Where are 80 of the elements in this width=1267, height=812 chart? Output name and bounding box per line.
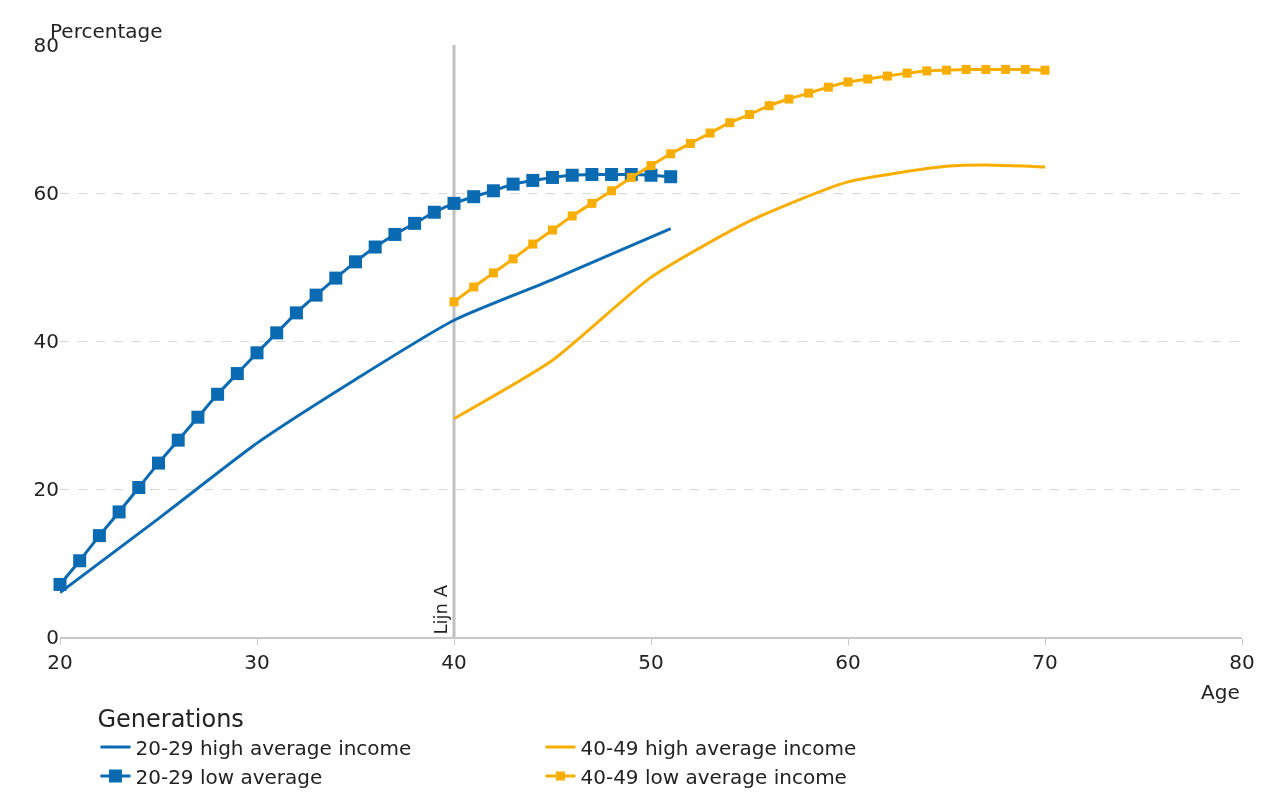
point — [784, 94, 794, 104]
point — [427, 205, 441, 219]
point — [486, 184, 500, 198]
y-tick-label: 0 — [46, 625, 59, 649]
point — [289, 306, 303, 320]
point — [1020, 64, 1030, 74]
point — [270, 326, 284, 340]
x-tick-label: 80 — [1229, 650, 1255, 674]
ref-line-label: Lijn A — [429, 584, 451, 635]
point — [725, 118, 735, 128]
point — [329, 271, 343, 285]
point — [666, 149, 676, 159]
point — [349, 255, 362, 269]
point — [922, 66, 932, 76]
point — [942, 65, 951, 75]
point — [664, 170, 678, 184]
x-axis-title: Age — [1201, 680, 1240, 704]
point — [447, 196, 461, 210]
point — [626, 172, 636, 182]
legend-label: 20-29 low average — [135, 764, 323, 789]
point — [467, 190, 481, 204]
point — [1001, 64, 1011, 74]
point — [981, 64, 991, 74]
point — [309, 288, 323, 302]
x-tick-label: 70 — [1032, 650, 1058, 674]
legend-title: Generations — [97, 705, 244, 734]
legend-label: 20-29 high average income — [135, 735, 412, 760]
point — [230, 367, 244, 381]
point — [408, 216, 422, 230]
x-tick-label: 40 — [441, 650, 467, 674]
point — [961, 64, 971, 74]
point — [705, 128, 715, 138]
point — [488, 268, 498, 278]
point — [804, 88, 814, 98]
point — [1040, 65, 1050, 75]
y-tick-label: 40 — [33, 329, 59, 353]
point — [368, 240, 382, 254]
point — [152, 456, 165, 470]
point — [73, 554, 87, 568]
point — [646, 161, 656, 171]
point — [843, 77, 853, 87]
point — [449, 297, 459, 307]
point — [191, 410, 205, 424]
x-tick-label: 50 — [638, 650, 664, 674]
point — [112, 505, 126, 519]
point — [764, 101, 774, 111]
point — [587, 198, 597, 208]
x-tick-label: 60 — [835, 650, 861, 674]
legend-label: 40-49 low average income — [580, 764, 847, 789]
point — [469, 282, 479, 292]
point — [882, 71, 892, 81]
point — [644, 168, 658, 182]
point — [132, 481, 146, 495]
point — [585, 168, 599, 181]
point — [902, 68, 912, 78]
point — [508, 254, 518, 264]
point — [250, 346, 264, 360]
point — [607, 186, 617, 196]
point — [546, 170, 559, 184]
point — [565, 168, 579, 182]
point — [211, 387, 225, 401]
line-series — [452, 163, 1047, 421]
point — [605, 168, 619, 181]
point — [388, 227, 402, 241]
point — [506, 177, 520, 191]
y-tick-label: 60 — [33, 181, 59, 205]
y-tick-label: 20 — [33, 477, 59, 501]
point — [823, 82, 833, 92]
point — [548, 225, 557, 235]
x-tick-label: 30 — [244, 650, 270, 674]
point — [863, 74, 873, 84]
point — [526, 173, 540, 187]
point — [528, 239, 538, 249]
point — [92, 529, 106, 543]
point — [745, 110, 754, 120]
legend-label: 40-49 high average income — [580, 735, 857, 760]
point — [685, 138, 695, 148]
point — [53, 577, 67, 591]
point — [171, 433, 185, 447]
point — [567, 211, 577, 221]
